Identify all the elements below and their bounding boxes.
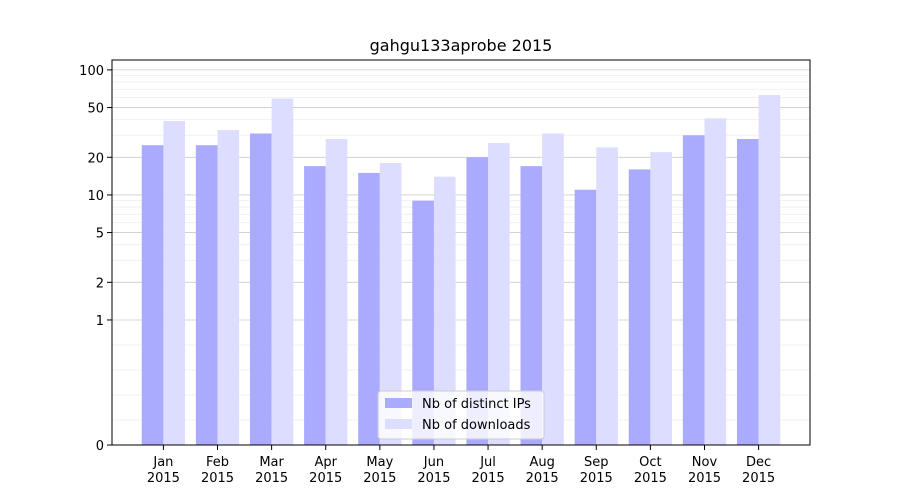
- bar-distinct-ips: [304, 166, 326, 445]
- legend-swatch: [385, 398, 412, 408]
- x-tick-label: Mar 2015: [255, 455, 288, 486]
- x-tick-label: Feb 2015: [201, 455, 234, 486]
- bar-downloads: [704, 118, 727, 445]
- legend-box: [377, 390, 545, 440]
- legend-swatch: [385, 419, 412, 429]
- x-tick-label: Sep 2015: [580, 455, 613, 486]
- x-tick-label: Jul 2015: [472, 455, 505, 486]
- x-tick-label: Dec 2015: [742, 455, 775, 486]
- y-tick-label: 100: [79, 64, 104, 79]
- bar-downloads: [650, 152, 673, 445]
- y-axis: 0 1 2 5 10 20 50 100: [79, 64, 112, 454]
- x-tick-label: Apr 2015: [309, 455, 342, 486]
- x-tick-label: Jun 2015: [417, 455, 450, 486]
- bar-distinct-ips: [249, 133, 272, 445]
- bar-downloads: [433, 176, 456, 445]
- bar-distinct-ips: [141, 145, 164, 445]
- y-tick-label: 50: [87, 102, 104, 117]
- plot-frame: [111, 59, 811, 446]
- y-tick-label: 2: [96, 276, 104, 291]
- y-tick-label: 5: [96, 227, 104, 242]
- bar-distinct-ips: [736, 139, 759, 445]
- bar-downloads: [379, 163, 402, 445]
- bar-distinct-ips: [574, 189, 597, 445]
- legend-label: Nb of downloads: [422, 418, 531, 433]
- y-tick-label: 0: [96, 439, 104, 454]
- y-tick-label: 20: [87, 151, 104, 166]
- x-tick-label: Aug 2015: [526, 455, 559, 486]
- x-tick-label: Nov 2015: [688, 455, 721, 486]
- bar-downloads: [271, 98, 294, 446]
- bar-distinct-ips: [682, 135, 705, 445]
- bar-downloads: [488, 143, 510, 445]
- bar-distinct-ips: [628, 169, 651, 445]
- bar-distinct-ips: [520, 166, 543, 445]
- y-tick-label: 1: [96, 314, 104, 329]
- x-tick-label: Jan 2015: [147, 455, 180, 486]
- chart-title: gahgu133aprobe 2015: [370, 36, 553, 55]
- bar-downloads: [596, 147, 618, 446]
- x-tick-label: Oct 2015: [634, 455, 667, 486]
- bar-distinct-ips: [466, 157, 489, 445]
- bar-distinct-ips: [358, 172, 380, 445]
- bar-downloads: [325, 139, 348, 445]
- bar-downloads: [758, 94, 781, 446]
- y-tick-label: 10: [87, 189, 104, 204]
- bars: [141, 94, 781, 446]
- bar-downloads: [542, 133, 564, 445]
- bar-distinct-ips: [195, 145, 218, 445]
- bar-downloads: [217, 130, 240, 445]
- legend-label: Nb of distinct IPs: [422, 397, 531, 412]
- bar-downloads: [163, 121, 186, 446]
- bar-distinct-ips: [412, 200, 434, 445]
- legend: Nb of distinct IPs Nb of downloads: [377, 390, 545, 440]
- x-axis: Jan 2015 Feb 2015 Mar 2015 Apr 2015 May 2015 Jun 20…: [147, 445, 775, 486]
- x-tick-label: May 2015: [363, 455, 396, 486]
